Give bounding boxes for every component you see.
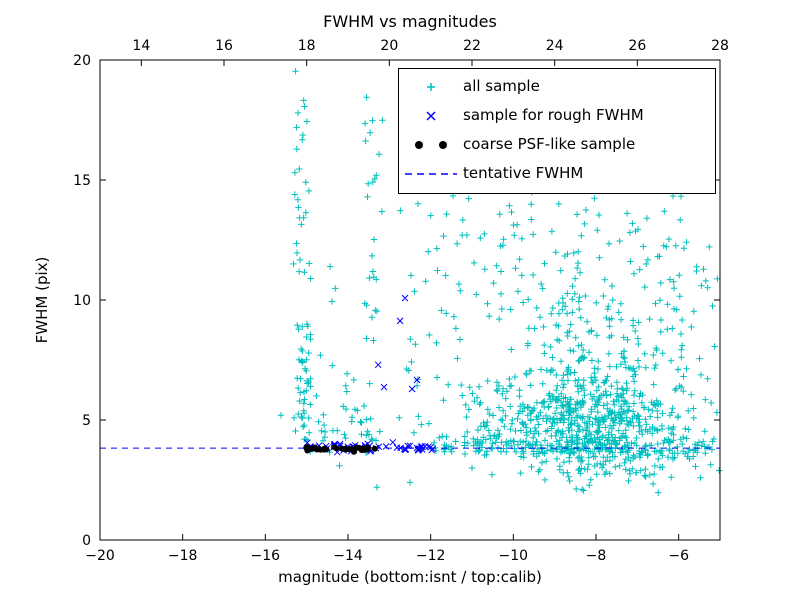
legend-item-rough-fwhm-sample: sample for rough FWHM <box>399 101 715 130</box>
series-all-sample <box>277 68 723 496</box>
y-tick-label: 10 <box>73 293 91 309</box>
dot-marker-icon <box>415 140 447 149</box>
legend-item-tentative-fwhm: tentative FWHM <box>399 159 715 188</box>
legend-item-all-sample: all sample <box>399 72 715 101</box>
x-tick-label: −10 <box>499 548 529 564</box>
x-tick-label: −8 <box>586 548 607 564</box>
legend-label: sample for rough FWHM <box>463 106 644 124</box>
x-tick-label: −6 <box>668 548 689 564</box>
chart-title: FWHM vs magnitudes <box>323 12 497 31</box>
x-tick-label: −18 <box>168 548 198 564</box>
series-coarse-psf-like-sample <box>303 444 378 455</box>
y-axis-label: FWHM (pix) <box>33 256 51 344</box>
x-axis-label: magnitude (bottom:isnt / top:calib) <box>278 568 542 586</box>
legend-label: coarse PSF-like sample <box>463 135 636 153</box>
x-marker-icon <box>426 110 436 121</box>
x-tick-label: −14 <box>333 548 363 564</box>
legend-label: tentative FWHM <box>463 164 584 182</box>
y-tick-label: 15 <box>73 173 91 189</box>
x-tick-label: −20 <box>85 548 115 564</box>
y-tick-label: 20 <box>73 53 91 69</box>
x-top-tick-label: 16 <box>215 38 233 54</box>
y-tick-label: 5 <box>82 413 91 429</box>
x-top-tick-label: 26 <box>628 38 646 54</box>
x-tick-label: −12 <box>416 548 446 564</box>
legend: all sample sample for rough FWHM coarse … <box>398 68 716 194</box>
x-top-tick-label: 20 <box>380 38 398 54</box>
x-top-tick-label: 22 <box>463 38 481 54</box>
x-top-tick-label: 24 <box>546 38 564 54</box>
x-top-tick-label: 28 <box>711 38 729 54</box>
plus-marker-icon <box>427 82 435 91</box>
y-tick-label: 0 <box>82 533 91 549</box>
x-top-tick-label: 18 <box>298 38 316 54</box>
dashed-line-icon <box>405 172 457 175</box>
x-tick-label: −16 <box>251 548 281 564</box>
legend-label: all sample <box>463 77 540 95</box>
legend-item-coarse-psf-sample: coarse PSF-like sample <box>399 130 715 159</box>
x-top-tick-label: 14 <box>132 38 150 54</box>
